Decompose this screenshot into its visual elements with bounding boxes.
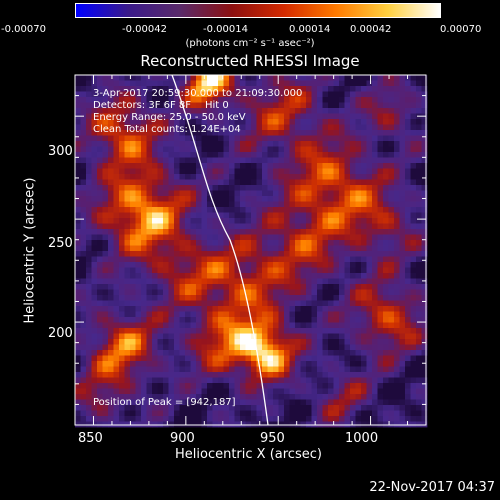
x-tick-900: 900 <box>170 431 195 446</box>
colorbar <box>75 3 441 18</box>
solar-limb-line <box>171 74 269 426</box>
peak-position-text: Position of Peak = [942,187] <box>93 397 236 408</box>
y-tick-250: 250 <box>48 236 73 251</box>
x-axis-label: Heliocentric X (arcsec) <box>175 447 322 462</box>
y-axis-label: Heliocentric Y (arcsec) <box>22 177 38 324</box>
detectors-text: Detectors: 3F 6F 8F <box>93 100 192 111</box>
clean-counts-text: Clean Total counts: 1.24E+04 <box>93 124 241 135</box>
colorbar-tick-4: 0.00014 <box>289 24 331 35</box>
colorbar-units: (photons cm⁻² s⁻¹ asec⁻²) <box>185 38 315 49</box>
y-tick-200: 200 <box>48 326 73 341</box>
time-range-text: 3-Apr-2017 20:59:30.000 to 21:09:30.000 <box>93 88 303 99</box>
colorbar-tick-3: -0.00014 <box>203 24 248 35</box>
plot-title: Reconstructed RHESSI Image <box>140 52 360 70</box>
x-tick-950: 950 <box>260 431 285 446</box>
footer-timestamp: 22-Nov-2017 04:37 <box>369 480 495 495</box>
energy-range-text: Energy Range: 25.0 - 50.0 keV <box>93 112 246 123</box>
flags-text: Hit 0 <box>205 100 229 111</box>
colorbar-tick-1: -0.00070 <box>1 24 46 35</box>
colorbar-tick-6: 0.00070 <box>440 24 482 35</box>
colorbar-tick-2: -0.00042 <box>122 24 167 35</box>
x-tick-1000: 1000 <box>345 431 379 446</box>
x-tick-850: 850 <box>78 431 103 446</box>
y-tick-300: 300 <box>48 144 73 159</box>
colorbar-tick-5: 0.00042 <box>350 24 392 35</box>
plot-frame <box>74 74 427 426</box>
